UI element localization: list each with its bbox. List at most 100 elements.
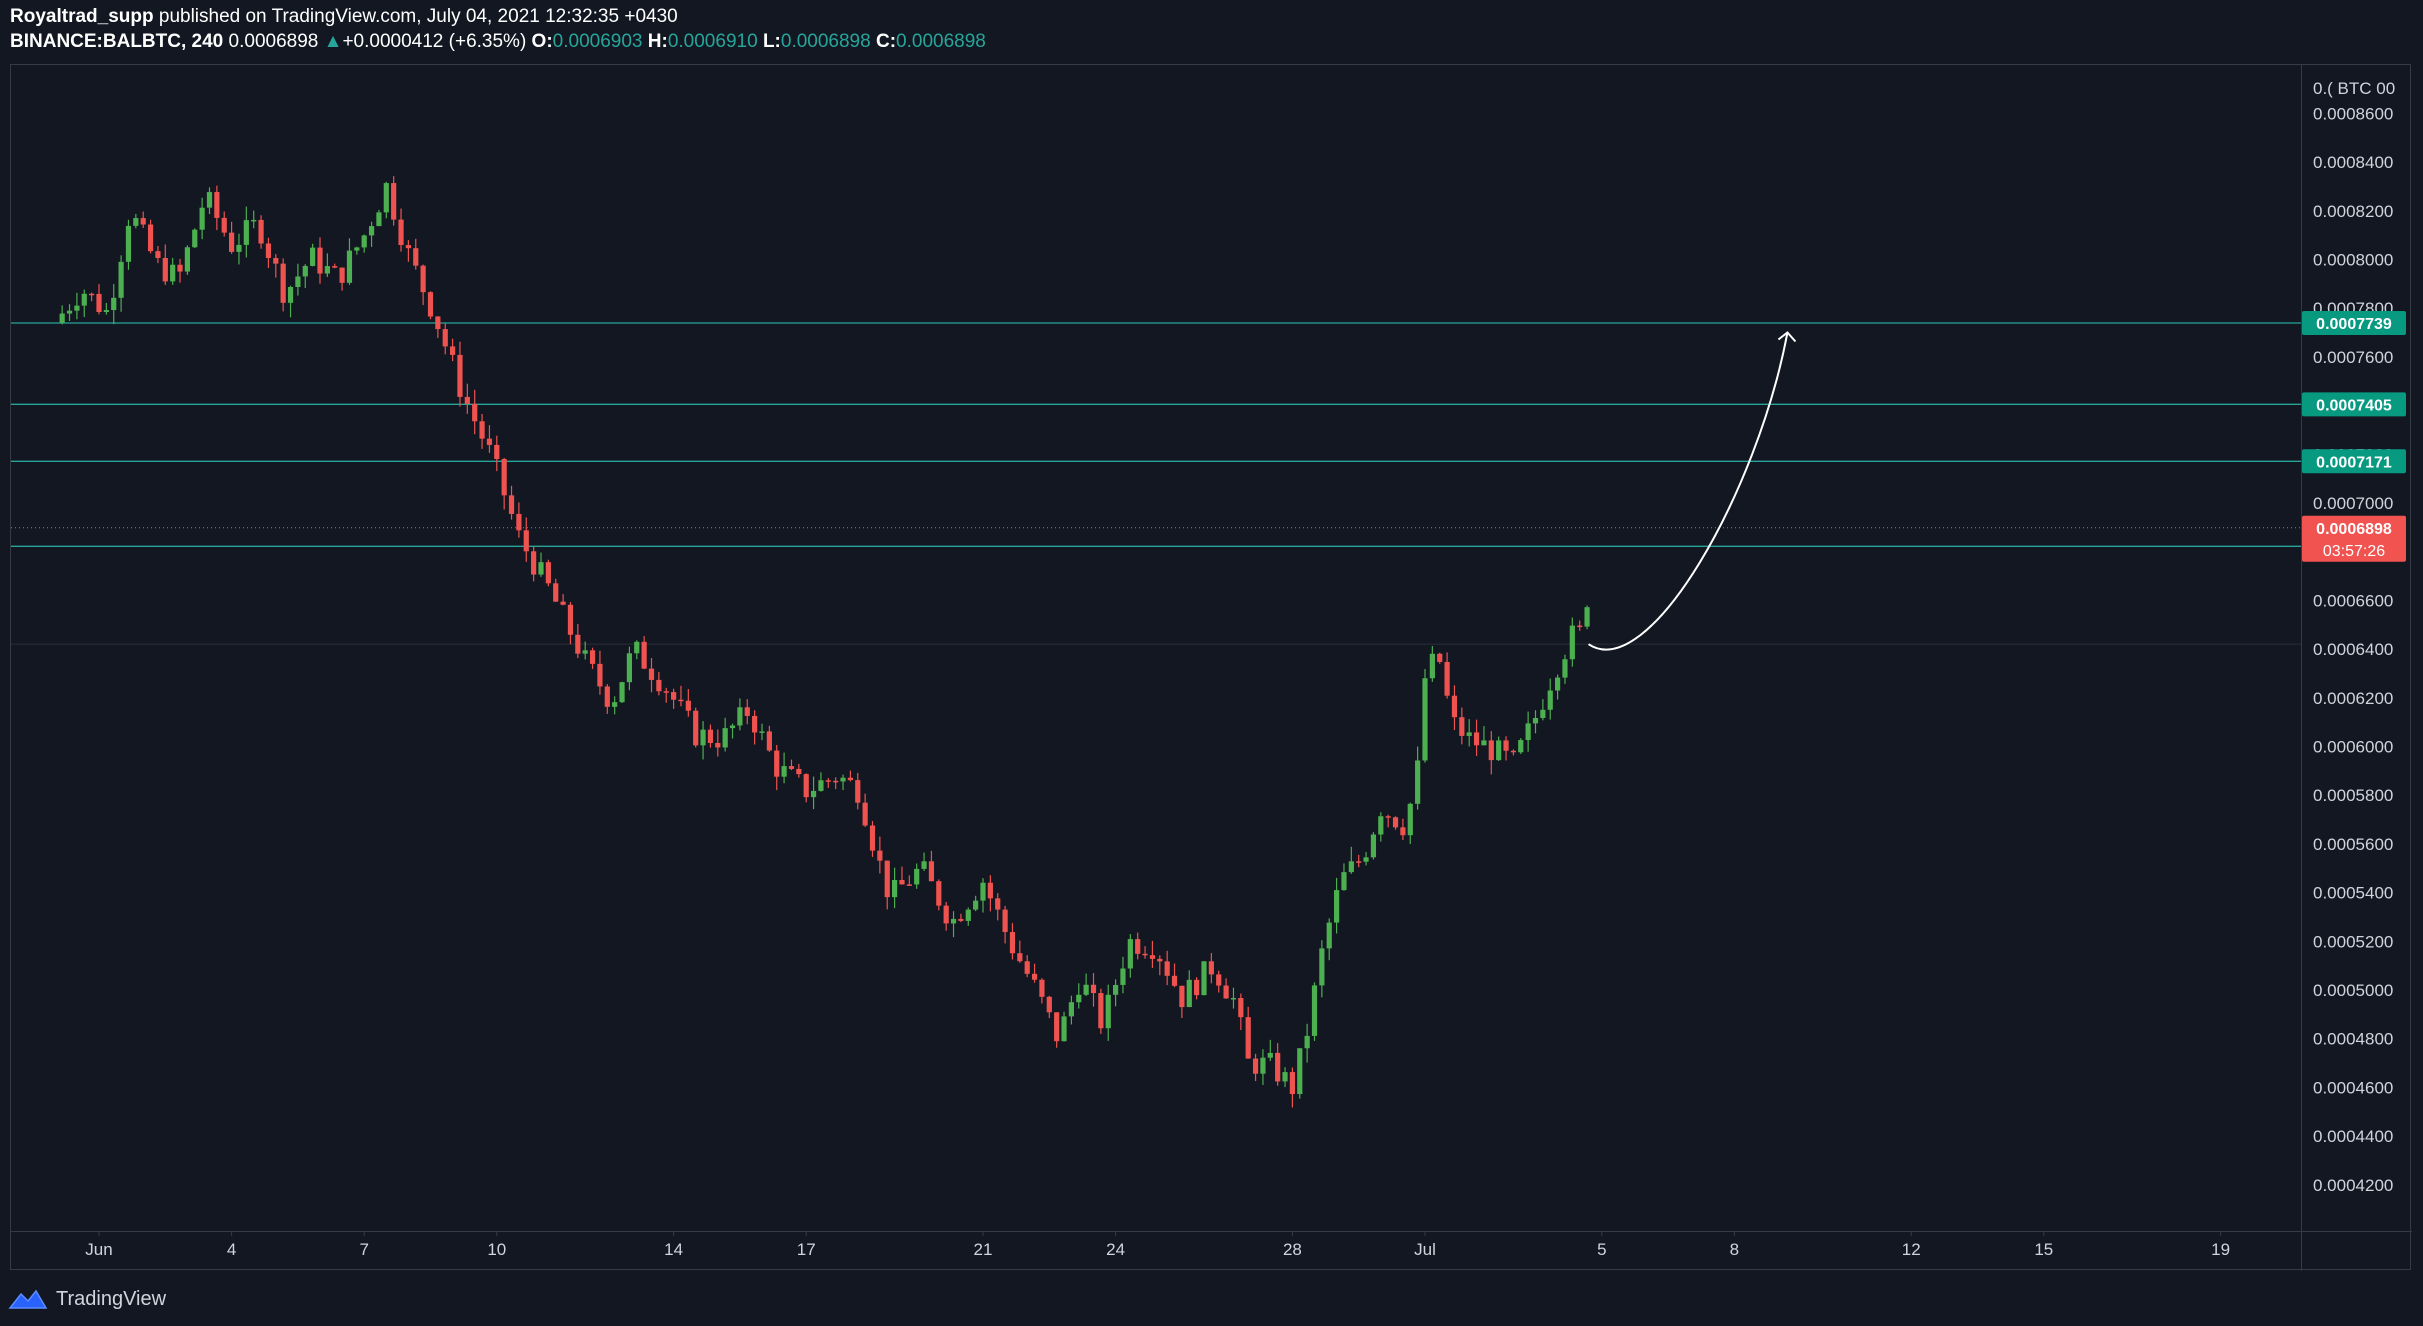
candle-body[interactable] — [1444, 661, 1450, 696]
candle-body[interactable] — [89, 293, 95, 296]
candle-body[interactable] — [111, 297, 117, 311]
candle-body[interactable] — [1179, 985, 1185, 1008]
candle-body[interactable] — [1481, 740, 1487, 746]
candle-body[interactable] — [1149, 955, 1156, 959]
candle-body[interactable] — [1385, 816, 1391, 818]
candle-body[interactable] — [737, 707, 743, 726]
candle-body[interactable] — [973, 900, 979, 910]
candle-body[interactable] — [339, 267, 345, 283]
candle-body[interactable] — [1098, 993, 1104, 1029]
candle-body[interactable] — [354, 247, 360, 251]
candle-body[interactable] — [501, 458, 507, 496]
candle-body[interactable] — [1009, 932, 1016, 954]
candle-body[interactable] — [965, 909, 971, 921]
candle-body[interactable] — [715, 742, 721, 748]
candle-body[interactable] — [914, 868, 920, 885]
candle-body[interactable] — [1297, 1048, 1303, 1095]
candle-body[interactable] — [545, 562, 551, 584]
candle-body[interactable] — [1113, 984, 1119, 995]
candle-body[interactable] — [781, 766, 787, 777]
candle-body[interactable] — [744, 707, 750, 716]
candle-body[interactable] — [656, 679, 662, 692]
candle-body[interactable] — [1437, 653, 1443, 662]
candle-body[interactable] — [1547, 690, 1553, 710]
candle-body[interactable] — [486, 438, 493, 445]
candle-body[interactable] — [1451, 695, 1458, 718]
candle-body[interactable] — [494, 444, 500, 459]
candle-body[interactable] — [1510, 750, 1516, 753]
candle-body[interactable] — [1584, 607, 1590, 627]
candle-body[interactable] — [847, 777, 853, 781]
candle-body[interactable] — [1466, 732, 1472, 736]
candle-body[interactable] — [243, 220, 249, 245]
candle-body[interactable] — [1540, 709, 1546, 718]
candle-body[interactable] — [96, 293, 102, 312]
candle-body[interactable] — [236, 244, 242, 252]
candle-body[interactable] — [405, 245, 411, 249]
candle-body[interactable] — [1289, 1072, 1295, 1095]
candle-body[interactable] — [833, 780, 839, 783]
candle-body[interactable] — [1348, 861, 1354, 873]
candle-body[interactable] — [368, 226, 375, 236]
candle-body[interactable] — [1562, 659, 1568, 678]
candle-body[interactable] — [928, 861, 935, 882]
candle-body[interactable] — [1378, 816, 1384, 835]
candle-body[interactable] — [1039, 979, 1045, 997]
candle-body[interactable] — [884, 860, 890, 898]
candle-body[interactable] — [1400, 827, 1406, 836]
candle-body[interactable] — [1282, 1072, 1288, 1082]
candle-body[interactable] — [376, 212, 382, 227]
candle-body[interactable] — [1002, 909, 1008, 933]
candle-body[interactable] — [184, 247, 190, 272]
candle-body[interactable] — [324, 266, 330, 274]
candle-body[interactable] — [943, 905, 949, 924]
symbol-label[interactable]: BINANCE:BALBTC, 240 — [10, 31, 224, 52]
candle-body[interactable] — [442, 329, 448, 347]
candle-body[interactable] — [1311, 985, 1318, 1036]
candle-body[interactable] — [177, 264, 183, 272]
candle-body[interactable] — [685, 700, 691, 711]
candle-body[interactable] — [1090, 984, 1097, 994]
candle-body[interactable] — [1142, 953, 1148, 956]
candle-body[interactable] — [892, 879, 898, 898]
candle-body[interactable] — [796, 768, 802, 775]
footer-brand[interactable]: TradingView — [56, 1287, 167, 1310]
candle-body[interactable] — [803, 774, 809, 798]
candle-body[interactable] — [641, 641, 647, 669]
candle-body[interactable] — [899, 879, 905, 885]
candle-body[interactable] — [523, 530, 529, 552]
time-axis[interactable]: Jun 4 7 10 14 17 21 24 28 Jul 5 8 12 15 19 — [85, 1231, 2230, 1259]
candle-body[interactable] — [1407, 803, 1413, 836]
candle-body[interactable] — [170, 264, 176, 282]
author-name[interactable]: Royaltrad_supp — [10, 6, 154, 27]
candle-body[interactable] — [1201, 961, 1207, 996]
candle-body[interactable] — [1267, 1052, 1273, 1058]
candle-body[interactable] — [538, 562, 544, 575]
candle-body[interactable] — [1326, 922, 1332, 949]
tradingview-logo-icon[interactable] — [8, 1288, 48, 1310]
candle-body[interactable] — [1024, 961, 1030, 974]
candle-body[interactable] — [1525, 723, 1531, 741]
candle-body[interactable] — [103, 310, 109, 312]
candle-body[interactable] — [648, 668, 655, 680]
candle-body[interactable] — [1577, 625, 1583, 628]
candle-body[interactable] — [125, 225, 132, 262]
candle-body[interactable] — [435, 316, 441, 330]
candle-body[interactable] — [1157, 958, 1163, 962]
candle-body[interactable] — [229, 232, 235, 252]
candle-body[interactable] — [1076, 994, 1082, 1003]
candle-body[interactable] — [567, 604, 574, 635]
chart-frame[interactable]: 0.( BTC 00 0.0008600 0.0008400 0.0008200 0.… — [10, 64, 2412, 1271]
candle-body[interactable] — [457, 354, 463, 397]
candle-body[interactable] — [258, 219, 264, 244]
candle-body[interactable] — [1518, 740, 1524, 753]
candle-body[interactable] — [1120, 968, 1126, 985]
candle-body[interactable] — [221, 217, 227, 233]
candle-body[interactable] — [612, 702, 618, 707]
candle-body[interactable] — [332, 266, 338, 268]
candle-body[interactable] — [1304, 1035, 1310, 1049]
candle-body[interactable] — [766, 731, 772, 751]
candle-body[interactable] — [317, 247, 323, 274]
candle-body[interactable] — [287, 287, 294, 303]
candle-body[interactable] — [693, 710, 699, 746]
